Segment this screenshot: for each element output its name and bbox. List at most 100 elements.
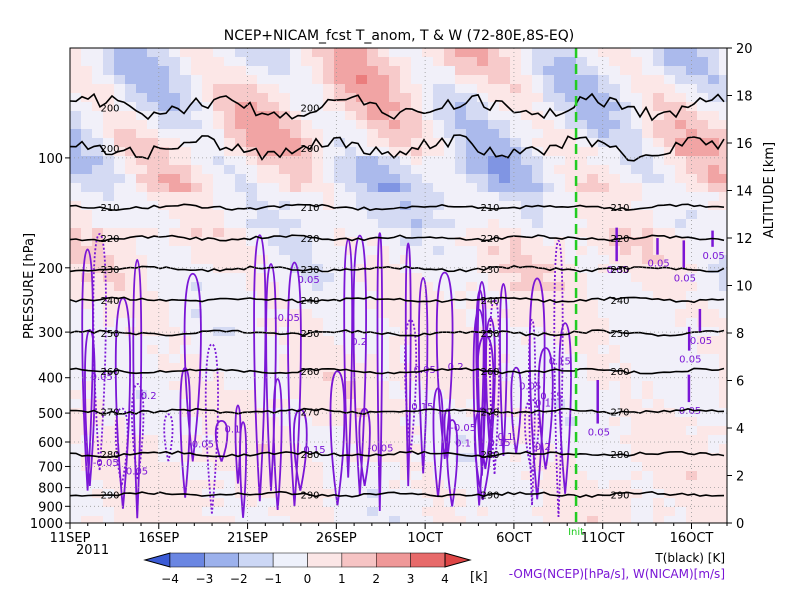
- shading-cell: [433, 66, 444, 75]
- shading-cell: [400, 120, 411, 129]
- shading-cell: [81, 174, 92, 183]
- shading-cell: [642, 408, 653, 417]
- shading-cell: [334, 201, 345, 210]
- shading-cell: [477, 219, 488, 228]
- shading-cell: [345, 264, 356, 273]
- shading-cell: [620, 84, 631, 93]
- shading-cell: [565, 174, 576, 183]
- shading-cell: [664, 372, 675, 381]
- shading-cell: [224, 516, 235, 523]
- shading-cell: [642, 246, 653, 255]
- shading-cell: [532, 129, 543, 138]
- shading-cell: [136, 111, 147, 120]
- shading-cell: [257, 57, 268, 66]
- shading-cell: [114, 354, 125, 363]
- shading-cell: [114, 219, 125, 228]
- shading-cell: [114, 390, 125, 399]
- shading-cell: [444, 444, 455, 453]
- shading-cell: [466, 273, 477, 282]
- shading-cell: [675, 444, 686, 453]
- shading-cell: [422, 201, 433, 210]
- shading-cell: [103, 516, 114, 523]
- shading-cell: [565, 498, 576, 507]
- shading-cell: [587, 129, 598, 138]
- shading-cell: [532, 516, 543, 523]
- shading-cell: [499, 336, 510, 345]
- shading-cell: [510, 75, 521, 84]
- shading-cell: [708, 255, 719, 264]
- shading-cell: [466, 516, 477, 523]
- shading-cell: [158, 129, 169, 138]
- shading-cell: [444, 84, 455, 93]
- shading-cell: [312, 282, 323, 291]
- shading-cell: [433, 147, 444, 156]
- shading-cell: [433, 453, 444, 462]
- shading-cell: [697, 66, 708, 75]
- shading-cell: [576, 408, 587, 417]
- temperature-contour-label: 290: [610, 491, 629, 502]
- shading-cell: [521, 399, 532, 408]
- shading-cell: [719, 363, 727, 372]
- shading-cell: [70, 498, 81, 507]
- shading-cell: [213, 255, 224, 264]
- shading-cell: [664, 507, 675, 516]
- shading-cell: [532, 237, 543, 246]
- shading-cell: [521, 84, 532, 93]
- shading-cell: [532, 426, 543, 435]
- shading-cell: [466, 354, 477, 363]
- shading-cell: [499, 219, 510, 228]
- shading-cell: [180, 471, 191, 480]
- shading-cell: [257, 273, 268, 282]
- shading-cell: [103, 165, 114, 174]
- shading-cell: [708, 273, 719, 282]
- shading-cell: [664, 66, 675, 75]
- shading-cell: [631, 138, 642, 147]
- shading-cell: [312, 336, 323, 345]
- shading-cell: [631, 372, 642, 381]
- velocity-contour-label: 0.05: [679, 355, 701, 366]
- shading-cell: [290, 291, 301, 300]
- shading-cell: [411, 327, 422, 336]
- shading-cell: [268, 372, 279, 381]
- shading-cell: [290, 219, 301, 228]
- shading-cell: [664, 201, 675, 210]
- temperature-contour-label: 200: [300, 103, 319, 114]
- shading-cell: [411, 390, 422, 399]
- shading-cell: [235, 57, 246, 66]
- shading-cell: [224, 453, 235, 462]
- shading-cell: [224, 84, 235, 93]
- shading-cell: [378, 156, 389, 165]
- shading-cell: [499, 273, 510, 282]
- shading-cell: [235, 201, 246, 210]
- shading-cell: [675, 435, 686, 444]
- shading-cell: [422, 138, 433, 147]
- shading-cell: [686, 435, 697, 444]
- shading-cell: [686, 318, 697, 327]
- shading-cell: [466, 120, 477, 129]
- shading-cell: [70, 255, 81, 264]
- shading-cell: [433, 399, 444, 408]
- shading-cell: [455, 210, 466, 219]
- shading-cell: [444, 345, 455, 354]
- shading-cell: [620, 291, 631, 300]
- shading-cell: [609, 354, 620, 363]
- shading-cell: [125, 417, 136, 426]
- shading-cell: [378, 264, 389, 273]
- shading-cell: [257, 93, 268, 102]
- shading-cell: [268, 228, 279, 237]
- shading-cell: [455, 183, 466, 192]
- shading-cell: [268, 462, 279, 471]
- shading-cell: [411, 363, 422, 372]
- shading-cell: [587, 291, 598, 300]
- shading-cell: [675, 93, 686, 102]
- shading-cell: [488, 66, 499, 75]
- shading-cell: [510, 111, 521, 120]
- shading-cell: [180, 57, 191, 66]
- shading-cell: [554, 84, 565, 93]
- shading-cell: [444, 381, 455, 390]
- shading-cell: [81, 93, 92, 102]
- shading-cell: [224, 390, 235, 399]
- shading-cell: [378, 408, 389, 417]
- shading-cell: [180, 408, 191, 417]
- shading-cell: [642, 201, 653, 210]
